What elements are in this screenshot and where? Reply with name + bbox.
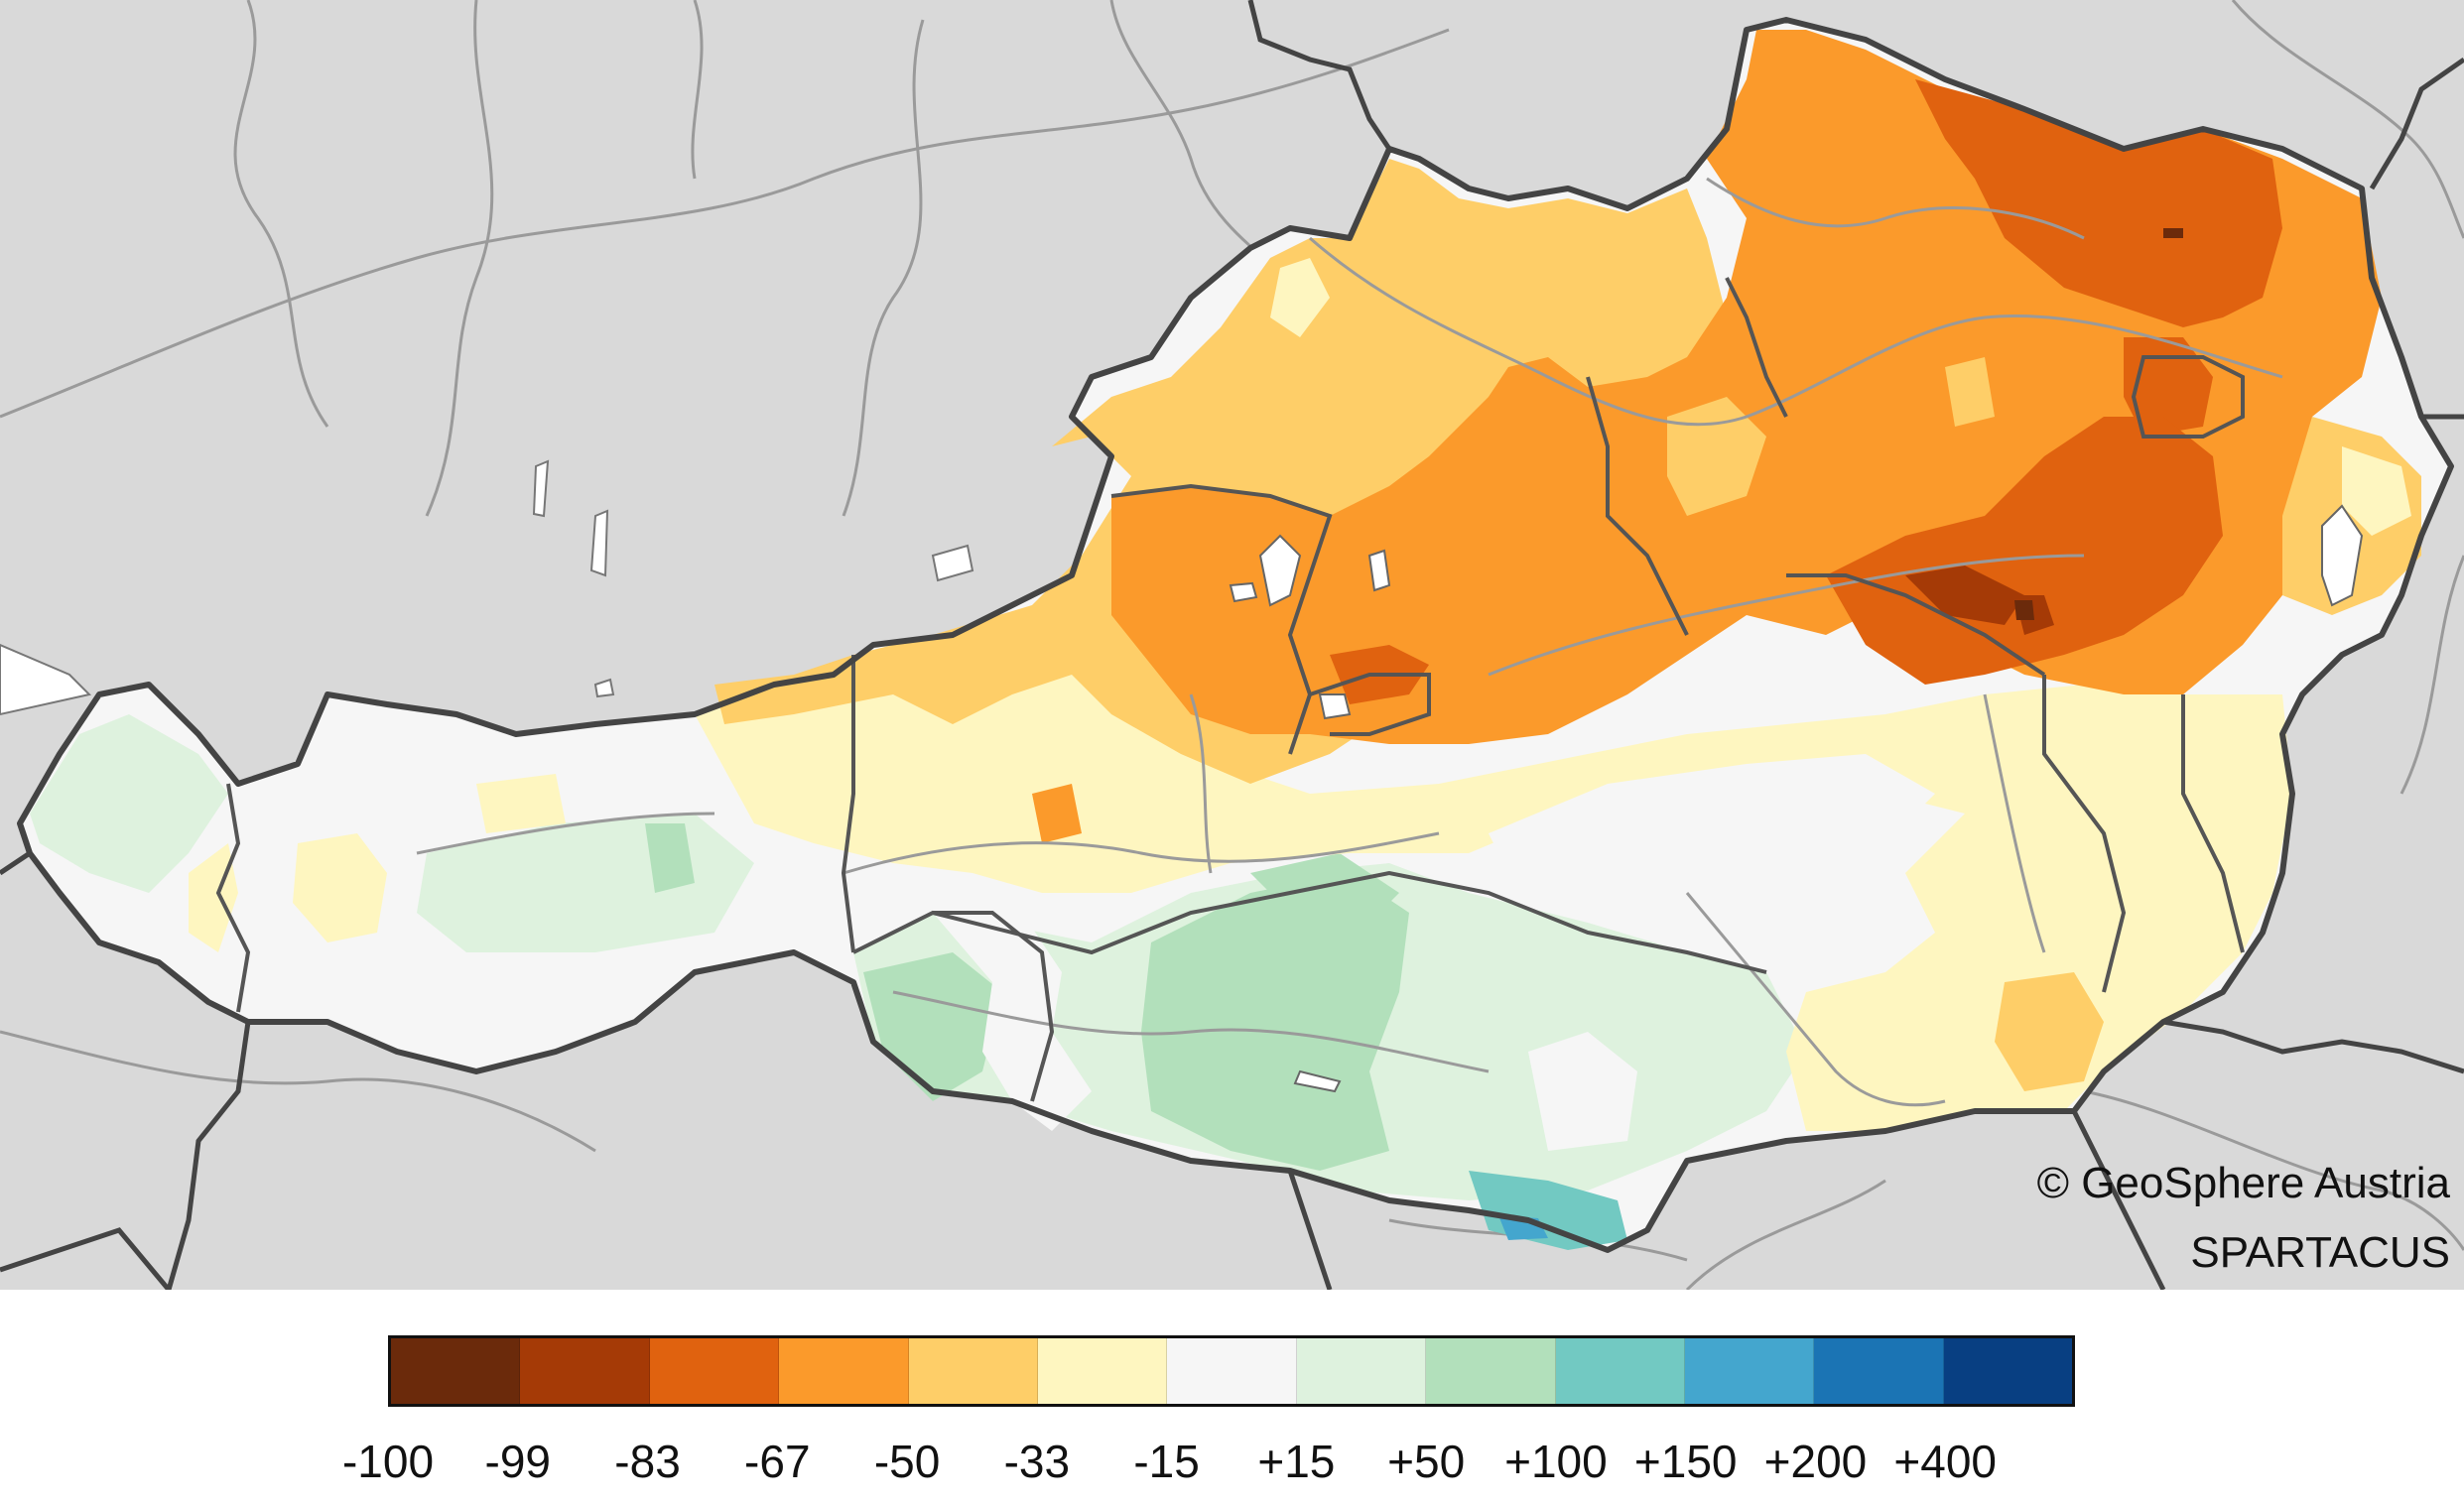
copyright-credit: © GeoSphere Austria [2036,1159,2450,1207]
legend-tick-label: -50 [873,1436,941,1487]
country-borders [0,0,2464,1290]
neighbor-rivers [0,0,2464,1290]
legend-tick-label: +15 [1257,1436,1336,1487]
legend-swatch [1037,1338,1168,1404]
legend-tick-label: +150 [1633,1436,1738,1487]
legend-tick-label: -99 [484,1436,552,1487]
legend-swatch [908,1338,1038,1404]
austria-border [17,17,2454,1253]
legend-swatch [1814,1338,1944,1404]
yellow-band [695,635,2292,1131]
state-borders [215,277,2245,1102]
legend-tick-label: -67 [744,1436,811,1487]
legend-tick-label: +400 [1893,1436,1998,1487]
legend-swatch [779,1338,909,1404]
legend-swatch [1555,1338,1685,1404]
legend-tick-label: -33 [1003,1436,1071,1487]
legend-tick-label: -83 [614,1436,681,1487]
legend-swatch [1296,1338,1427,1404]
dataset-credit: SPARTACUS [2190,1228,2450,1277]
neighbor-lakes [0,459,974,716]
west-patches [30,714,754,952]
austria-lakes [1229,504,2364,1093]
legend-swatch [391,1338,521,1404]
legend-swatch [649,1338,780,1404]
precipitation-map: © GeoSphere Austria SPARTACUS [0,0,2464,1290]
legend-swatch [1684,1338,1815,1404]
legend-swatch [1426,1338,1556,1404]
legend-swatch [520,1338,650,1404]
legend-tick-label: -15 [1133,1436,1200,1487]
legend-tick-label: +200 [1763,1436,1868,1487]
legend-tick-label: +100 [1504,1436,1608,1487]
legend-tick-label: +50 [1387,1436,1466,1487]
orange-darkest [1905,228,2183,635]
color-legend [388,1335,2075,1454]
map-canvas [0,0,2464,1290]
austria-rivers [416,177,2283,1107]
orange-dark [1330,79,2282,704]
legend-swatch [1167,1338,1297,1404]
legend-swatch [1943,1338,2073,1404]
legend-tick-label: -100 [341,1436,435,1487]
legend-colorbar [388,1335,2075,1407]
